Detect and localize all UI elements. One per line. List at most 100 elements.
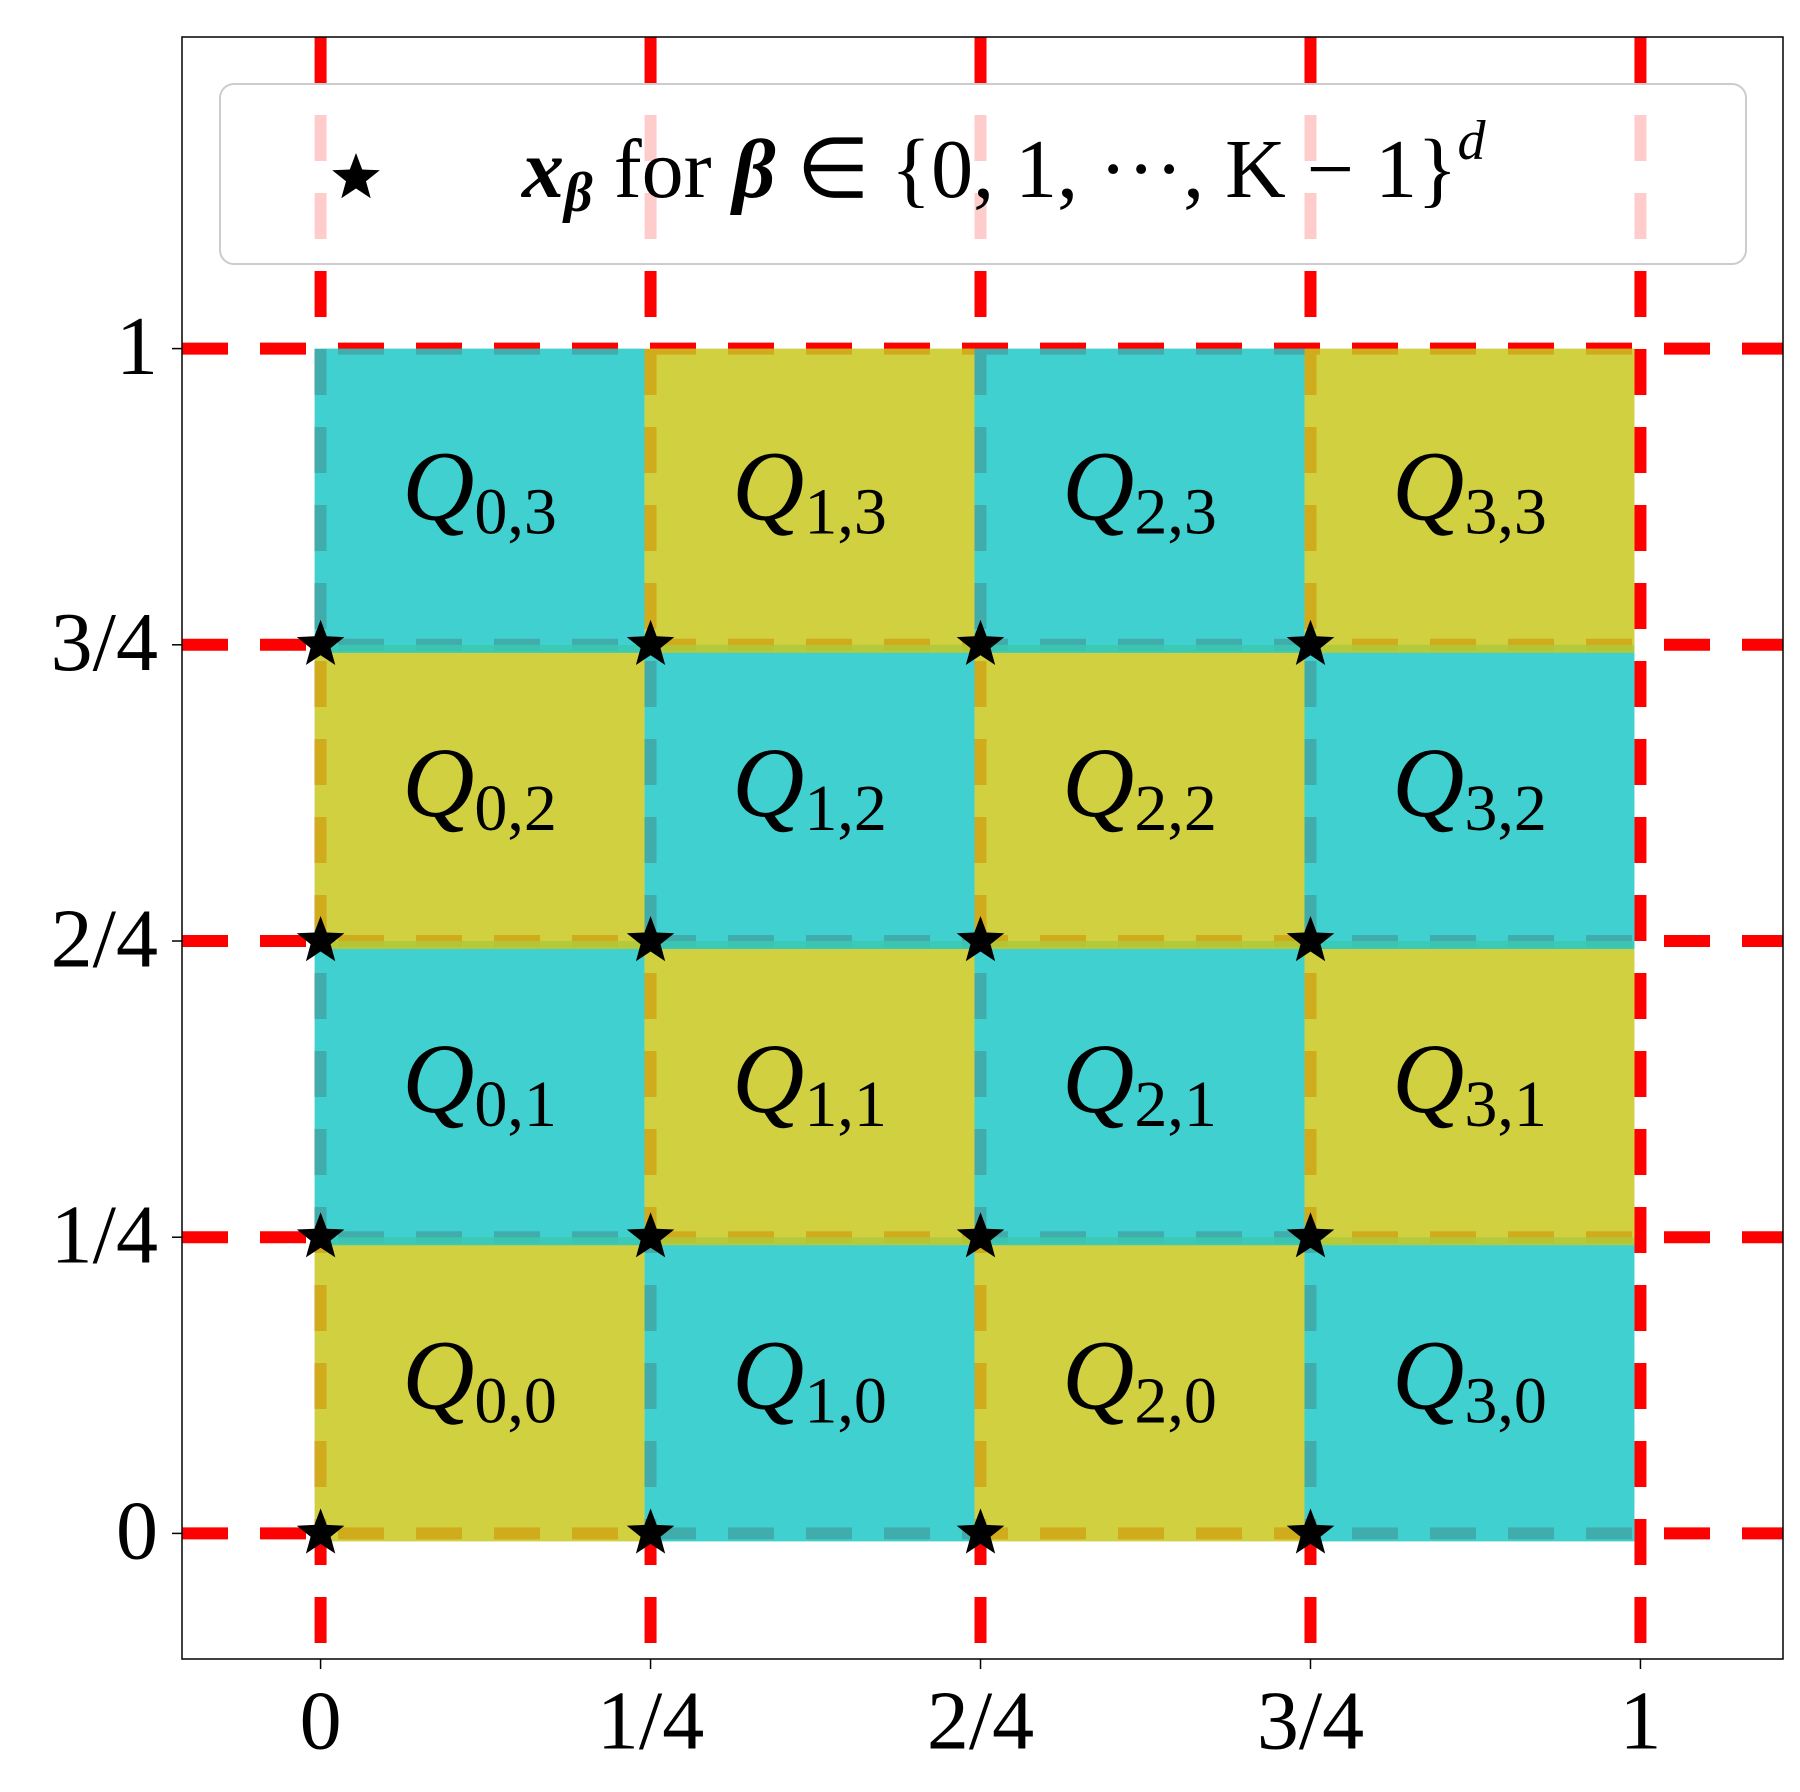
cell-letter: Q xyxy=(732,727,804,838)
cell-label: Q1,0 xyxy=(732,1319,887,1437)
cell-letter: Q xyxy=(402,727,474,838)
cell-label: Q1,2 xyxy=(732,727,887,845)
legend-label-part: d xyxy=(1457,110,1486,172)
cell xyxy=(1304,644,1635,950)
cell xyxy=(644,348,975,653)
point xyxy=(956,619,1005,665)
cell-letter: Q xyxy=(1392,1319,1464,1430)
cell-index: 2,3 xyxy=(1134,476,1217,549)
point xyxy=(1286,1508,1335,1554)
legend-label-part: for xyxy=(593,123,733,216)
cell xyxy=(314,1237,645,1542)
point xyxy=(956,1508,1005,1554)
cell-letter: Q xyxy=(1062,1023,1134,1134)
cell-label: Q2,2 xyxy=(1062,727,1217,845)
cell xyxy=(314,348,645,653)
cell-letter: Q xyxy=(1392,727,1464,838)
cell-label: Q3,3 xyxy=(1392,431,1547,549)
cell xyxy=(314,941,645,1246)
cell xyxy=(974,941,1305,1246)
cell-letter: Q xyxy=(732,431,804,542)
y-tick-label: 3/4 xyxy=(51,596,158,689)
legend: xβ for β ∈ {0, 1, ···, K − 1}d xyxy=(219,83,1747,265)
cell-label: Q0,2 xyxy=(402,727,557,845)
cell-label: Q1,1 xyxy=(732,1023,887,1141)
y-tick-label: 0 xyxy=(116,1485,158,1578)
point xyxy=(1286,1212,1335,1258)
cell-index: 3,1 xyxy=(1464,1068,1547,1141)
point xyxy=(626,1212,675,1258)
cell-index: 1,0 xyxy=(804,1364,887,1437)
cell-label: Q2,0 xyxy=(1062,1319,1217,1437)
cell-label: Q1,3 xyxy=(732,431,887,549)
cell-index: 3,3 xyxy=(1464,476,1547,549)
point xyxy=(956,916,1005,962)
cell xyxy=(314,644,645,950)
cell-letter: Q xyxy=(402,431,474,542)
legend-label-part: β xyxy=(562,162,593,224)
cell-label: Q3,1 xyxy=(1392,1023,1547,1141)
cell xyxy=(974,1237,1305,1542)
cell-letter: Q xyxy=(732,1023,804,1134)
cell-index: 3,2 xyxy=(1464,772,1547,845)
cell-label: Q0,0 xyxy=(402,1319,557,1437)
x-tick-label: 3/4 xyxy=(1257,1674,1364,1767)
cell-index: 1,3 xyxy=(804,476,887,549)
cell-letter: Q xyxy=(1062,727,1134,838)
cell xyxy=(1304,1237,1635,1542)
cell-label: Q3,2 xyxy=(1392,727,1547,845)
legend-label-part: ∈ {0, 1, ···, K − 1} xyxy=(776,123,1458,216)
cell-index: 1,1 xyxy=(804,1068,887,1141)
cell-label: Q0,1 xyxy=(402,1023,557,1141)
cell-index: 2,1 xyxy=(1134,1068,1217,1141)
point xyxy=(626,1508,675,1554)
x-tick-label: 0 xyxy=(300,1674,342,1767)
point-layer xyxy=(296,619,1335,1554)
x-tick-label: 1/4 xyxy=(597,1674,704,1767)
cell-letter: Q xyxy=(402,1319,474,1430)
cell xyxy=(644,1237,975,1542)
point xyxy=(626,619,675,665)
x-tick-label: 1 xyxy=(1619,1674,1661,1767)
legend-box xyxy=(219,83,1747,265)
point xyxy=(296,916,345,962)
cell-index: 0,2 xyxy=(474,772,557,845)
cell-letter: Q xyxy=(402,1023,474,1134)
cell-letter: Q xyxy=(1062,1319,1134,1430)
cell xyxy=(974,348,1305,653)
axes-frame xyxy=(181,36,1784,1660)
cell xyxy=(1304,941,1635,1246)
cell-letter: Q xyxy=(1392,1023,1464,1134)
legend-label-part: β xyxy=(730,123,776,216)
cell-label: Q3,0 xyxy=(1392,1319,1547,1437)
x-tick-label: 2/4 xyxy=(927,1674,1034,1767)
point xyxy=(296,1212,345,1258)
cell-letter: Q xyxy=(1392,431,1464,542)
y-tick-label: 1 xyxy=(116,300,158,393)
tick-layer: 0 1/4 2/4 3/4 1 0 1/4 2/4 3/4 1 xyxy=(51,300,1662,1767)
cell-letter: Q xyxy=(732,1319,804,1430)
cell-label: Q0,3 xyxy=(402,431,557,549)
cell xyxy=(974,644,1305,950)
point xyxy=(1286,619,1335,665)
cell-label: Q2,1 xyxy=(1062,1023,1217,1141)
point xyxy=(626,916,675,962)
cell-index: 3,0 xyxy=(1464,1364,1547,1437)
cell-index: 0,0 xyxy=(474,1364,557,1437)
cell-index: 2,2 xyxy=(1134,772,1217,845)
legend-label: xβ for β ∈ {0, 1, ···, K − 1}d xyxy=(520,110,1486,224)
cell-letter: Q xyxy=(1062,431,1134,542)
cell-label: Q2,3 xyxy=(1062,431,1217,549)
cell-index: 1,2 xyxy=(804,772,887,845)
cell xyxy=(644,941,975,1246)
cell-index: 0,3 xyxy=(474,476,557,549)
cell xyxy=(644,644,975,950)
y-tick-label: 1/4 xyxy=(51,1188,158,1281)
point xyxy=(296,619,345,665)
legend-marker xyxy=(332,153,380,199)
point xyxy=(296,1508,345,1554)
legend-label-part: x xyxy=(520,123,564,216)
cell-index: 0,1 xyxy=(474,1068,557,1141)
point xyxy=(956,1212,1005,1258)
